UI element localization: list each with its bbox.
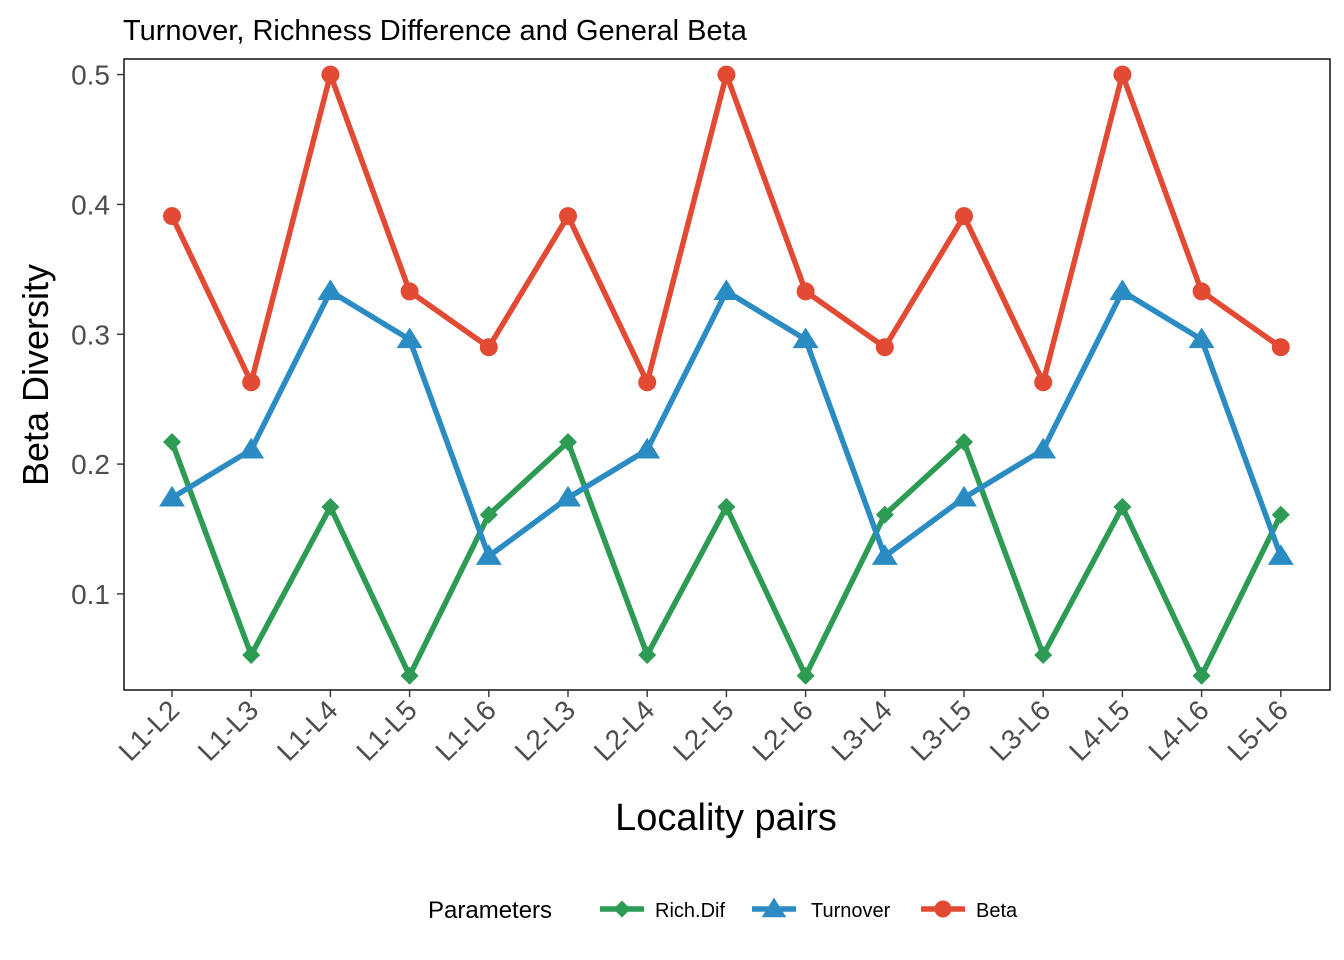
x-tick-label: L3-L5: [905, 694, 978, 767]
data-point-beta: [400, 282, 419, 301]
data-point-turnover: [159, 485, 185, 507]
legend-swatch-marker: [761, 897, 787, 918]
data-point-beta: [955, 207, 973, 226]
x-tick-label: L1-L2: [113, 694, 186, 767]
data-point-beta: [163, 207, 181, 226]
data-point-rich-dif: [638, 645, 657, 664]
data-point-rich-dif: [400, 666, 419, 685]
data-point-turnover: [396, 327, 423, 349]
data-point-rich-dif: [796, 666, 815, 685]
data-point-beta: [1034, 373, 1053, 392]
x-tick-label: L1-L5: [350, 694, 423, 767]
data-point-rich-dif: [321, 497, 340, 516]
y-tick-label: 0.3: [71, 319, 110, 350]
x-tick-label: L4-L5: [1063, 694, 1136, 767]
x-tick-label: L1-L4: [271, 694, 344, 767]
data-point-turnover: [713, 279, 740, 301]
data-point-turnover: [634, 437, 661, 459]
data-point-turnover: [1030, 437, 1057, 459]
x-tick-label: L1-L3: [192, 694, 265, 767]
y-tick-label: 0.5: [71, 60, 110, 91]
data-point-rich-dif: [1271, 505, 1290, 524]
data-point-turnover: [951, 485, 977, 507]
data-point-turnover: [555, 485, 581, 507]
legend-title: Parameters: [428, 897, 552, 924]
plot-panel: [123, 58, 1331, 691]
data-point-rich-dif: [242, 645, 261, 664]
data-point-beta: [242, 373, 261, 392]
x-tick-label: L1-L6: [429, 694, 502, 767]
data-point-rich-dif: [875, 505, 894, 524]
data-point-turnover: [238, 437, 265, 459]
x-axis-label: Locality pairs: [615, 797, 837, 839]
x-tick-label: L2-L5: [667, 694, 740, 767]
series-beta: [163, 65, 1290, 392]
legend-item-rich-dif: Rich.Dif: [600, 900, 725, 922]
data-point-rich-dif: [1192, 666, 1211, 685]
x-axis: L1-L2 L1-L3 L1-L4 L1-L5 L1-L6 L2-L3 L2-L4 L2-L5…: [113, 690, 1294, 767]
x-tick-label: L4-L6: [1142, 694, 1215, 767]
data-point-beta: [559, 207, 577, 226]
series-layer: [159, 65, 1294, 685]
data-point-rich-dif: [1113, 497, 1132, 516]
data-point-rich-dif: [1034, 645, 1053, 664]
x-tick-label: L2-L3: [509, 694, 582, 767]
data-point-beta: [479, 338, 498, 357]
data-point-turnover: [1109, 279, 1136, 301]
series-rich-dif: [163, 433, 1290, 685]
legend-label-beta: Beta: [976, 900, 1018, 922]
data-point-turnover: [475, 544, 502, 565]
y-tick-label: 0.4: [71, 189, 110, 220]
data-point-beta: [638, 373, 657, 392]
data-point-beta: [1192, 282, 1211, 301]
legend-label-turnover: Turnover: [811, 900, 891, 922]
x-tick-label: L2-L4: [588, 694, 661, 767]
legend-swatch-marker: [934, 900, 952, 918]
data-point-rich-dif: [559, 433, 577, 452]
data-point-turnover: [871, 544, 898, 565]
legend-label-rich-dif: Rich.Dif: [655, 900, 725, 922]
data-point-beta: [875, 338, 894, 357]
data-point-turnover: [1188, 327, 1215, 349]
y-tick-label: 0.2: [71, 449, 110, 480]
data-point-beta: [321, 65, 340, 84]
chart-title: Turnover, Richness Difference and Genera…: [123, 15, 748, 47]
x-tick-label: L2-L6: [746, 694, 819, 767]
legend-swatch-marker: [613, 900, 631, 918]
x-tick-label: L3-L6: [984, 694, 1057, 767]
data-point-beta: [1113, 65, 1132, 84]
data-point-turnover: [792, 327, 819, 349]
y-tick-label: 0.1: [71, 579, 110, 610]
legend-item-turnover: Turnover: [752, 897, 891, 922]
data-point-rich-dif: [479, 505, 498, 524]
data-point-beta: [717, 65, 736, 84]
y-axis-label: Beta Diversity: [15, 264, 56, 486]
data-point-rich-dif: [163, 433, 181, 452]
data-point-turnover: [1267, 544, 1294, 565]
x-tick-label: L3-L4: [825, 694, 898, 767]
legend-item-beta: Beta: [921, 900, 1018, 922]
data-point-rich-dif: [717, 497, 736, 516]
data-point-beta: [1271, 338, 1290, 357]
x-tick-label: L5-L6: [1221, 694, 1294, 767]
series-turnover: [159, 279, 1294, 565]
y-axis: 0.1 0.2 0.3 0.4 0.5: [71, 60, 124, 610]
data-point-turnover: [317, 279, 344, 301]
data-point-beta: [796, 282, 815, 301]
legend: Parameters Rich.Dif Turnover Beta: [428, 897, 1018, 924]
data-point-rich-dif: [955, 433, 973, 452]
